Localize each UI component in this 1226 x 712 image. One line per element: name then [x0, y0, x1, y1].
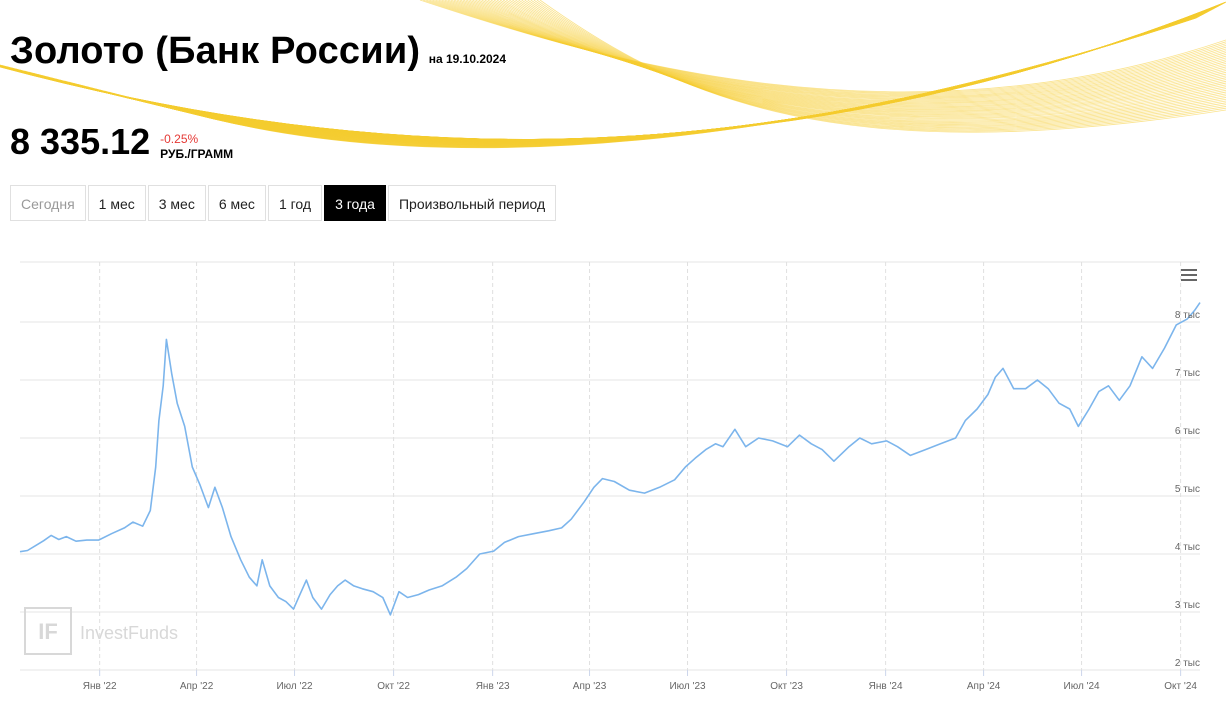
y-tick-label: 6 тыс	[1175, 426, 1200, 437]
x-tick-label: Окт '24	[1164, 681, 1197, 692]
x-gridlines	[99, 262, 1182, 676]
period-button-1y[interactable]: 1 год	[267, 185, 323, 221]
y-tick-label: 8 тыс	[1175, 310, 1200, 321]
period-button-today[interactable]: Сегодня	[10, 185, 86, 221]
price-unit: РУБ./ГРАММ	[160, 147, 234, 161]
price-chart: IF InvestFunds 2 тыс 3 тыс 4 тыс 5 тыс 6 тыс…	[19, 261, 1201, 692]
date-label: на 19.10.2024	[428, 52, 507, 66]
current-price: 8 335.12	[10, 121, 151, 162]
period-selector: Сегодня 1 мес 3 мес 6 мес 1 год 3 года П…	[10, 185, 558, 221]
y-tick-label: 2 тыс	[1175, 658, 1200, 669]
price-change: -0.25%	[160, 132, 199, 146]
decorative-wave-pattern	[0, 0, 1226, 149]
x-tick-label: Апр '22	[180, 681, 214, 692]
price-block: 8 335.12 -0.25% РУБ./ГРАММ	[10, 122, 233, 162]
x-tick-label: Апр '24	[967, 681, 1001, 692]
y-tick-label: 3 тыс	[1175, 600, 1200, 611]
series-layer	[19, 302, 1201, 616]
watermark-logo-icon	[24, 607, 72, 655]
x-tick-label: Июл '22	[276, 681, 313, 692]
hamburger-menu-icon[interactable]	[1181, 269, 1197, 281]
x-tick-label: Янв '22	[83, 681, 117, 692]
period-button-6m[interactable]: 6 мес	[207, 185, 266, 221]
y-tick-label: 7 тыс	[1175, 368, 1200, 379]
period-button-1m[interactable]: 1 мес	[87, 185, 146, 221]
y-axis-labels: 2 тыс 3 тыс 4 тыс 5 тыс 6 тыс 7 тыс 8 тыс	[1175, 310, 1200, 669]
x-tick-label: Янв '24	[869, 681, 903, 692]
page-title: Золото (Банк России)	[10, 30, 421, 72]
y-tick-label: 5 тыс	[1175, 484, 1200, 495]
page-header: Золото (Банк России) на 19.10.2024	[10, 30, 506, 73]
watermark-logo-letters: IF	[38, 619, 58, 644]
period-button-3y[interactable]: 3 года	[324, 185, 386, 221]
x-tick-label: Июл '23	[669, 681, 706, 692]
period-button-custom[interactable]: Произвольный период	[387, 185, 557, 221]
price-meta: -0.25% РУБ./ГРАММ	[160, 132, 233, 162]
x-tick-label: Апр '23	[573, 681, 607, 692]
x-axis-labels: Янв '22 Апр '22 Июл '22 Окт '22 Янв '23 Апр '…	[83, 681, 1198, 692]
y-gridlines	[20, 261, 1200, 671]
period-button-3m[interactable]: 3 мес	[147, 185, 206, 221]
x-tick-label: Янв '23	[476, 681, 510, 692]
x-tick-label: Окт '22	[377, 681, 410, 692]
price-line-series	[19, 302, 1201, 616]
x-tick-label: Июл '24	[1064, 681, 1101, 692]
watermark-text: InvestFunds	[80, 623, 178, 643]
y-tick-label: 4 тыс	[1175, 542, 1200, 553]
x-tick-label: Окт '23	[770, 681, 803, 692]
watermark: IF InvestFunds	[24, 607, 178, 655]
